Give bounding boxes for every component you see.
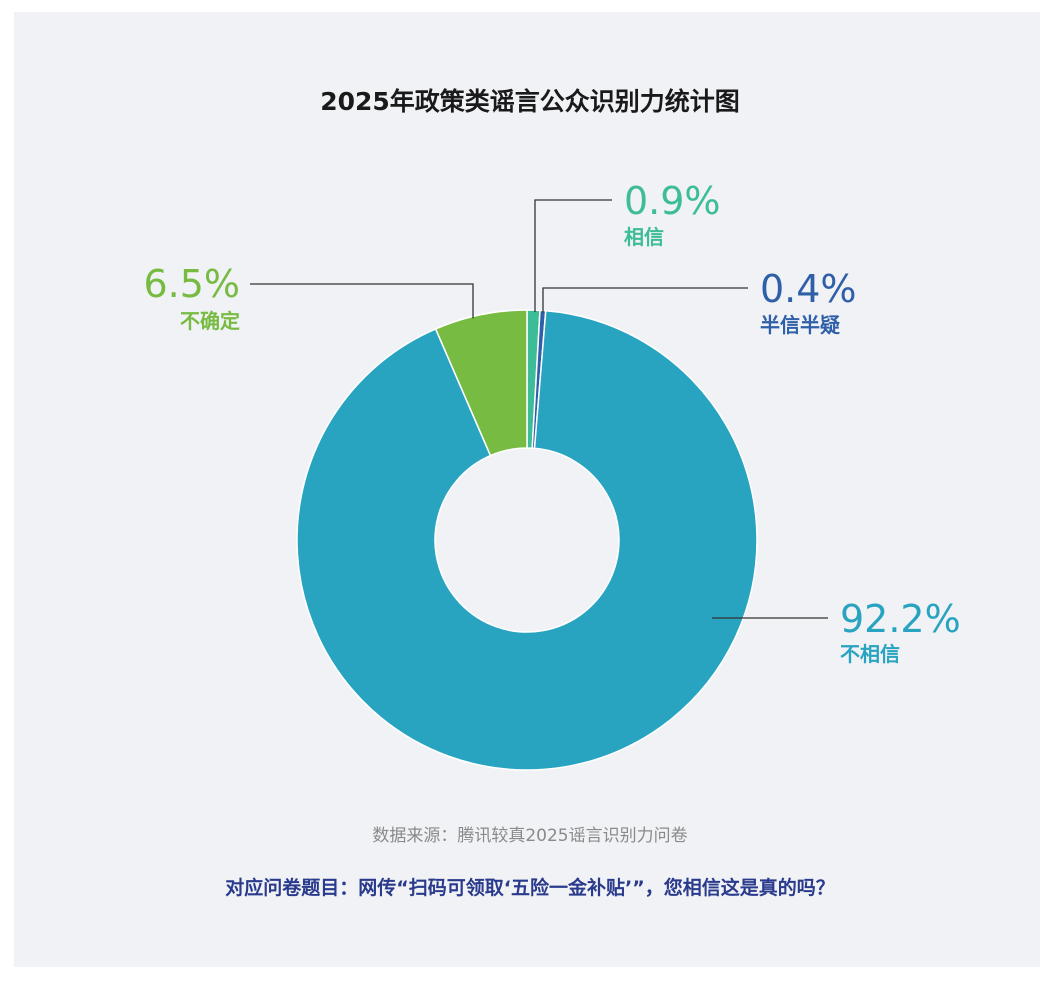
donut-slice-2: [296, 309, 758, 771]
data-source-note: 数据来源：腾讯较真2025谣言识别力问卷: [372, 826, 688, 846]
slice-label-1: 半信半疑: [760, 313, 840, 337]
chart-panel: [14, 12, 1040, 967]
leader-line-3: [250, 283, 474, 319]
slice-percent-0: 0.9%: [624, 179, 721, 223]
leader-line-1: [542, 287, 748, 313]
slice-percent-2: 92.2%: [840, 597, 961, 641]
chart-title: 2025年政策类谣言公众识别力统计图: [320, 87, 740, 116]
slice-label-3: 不确定: [180, 309, 240, 333]
slice-label-2: 不相信: [840, 642, 900, 666]
slice-labels: 0.9%相信 0.4%半信半疑 92.2%不相信 6.5% 不确定: [143, 179, 960, 666]
leader-line-0: [534, 199, 612, 313]
leader-lines: [250, 199, 828, 619]
slice-label-0: 相信: [624, 225, 664, 249]
donut-slices: [296, 309, 758, 771]
survey-question: 对应问卷题目：网传“扫码可领取‘五险一金补贴’”，您相信这是真的吗？: [225, 877, 835, 899]
slice-percent-3: 6.5%: [143, 262, 240, 306]
donut-slice-3: [434, 309, 528, 457]
slice-percent-1: 0.4%: [760, 267, 857, 311]
